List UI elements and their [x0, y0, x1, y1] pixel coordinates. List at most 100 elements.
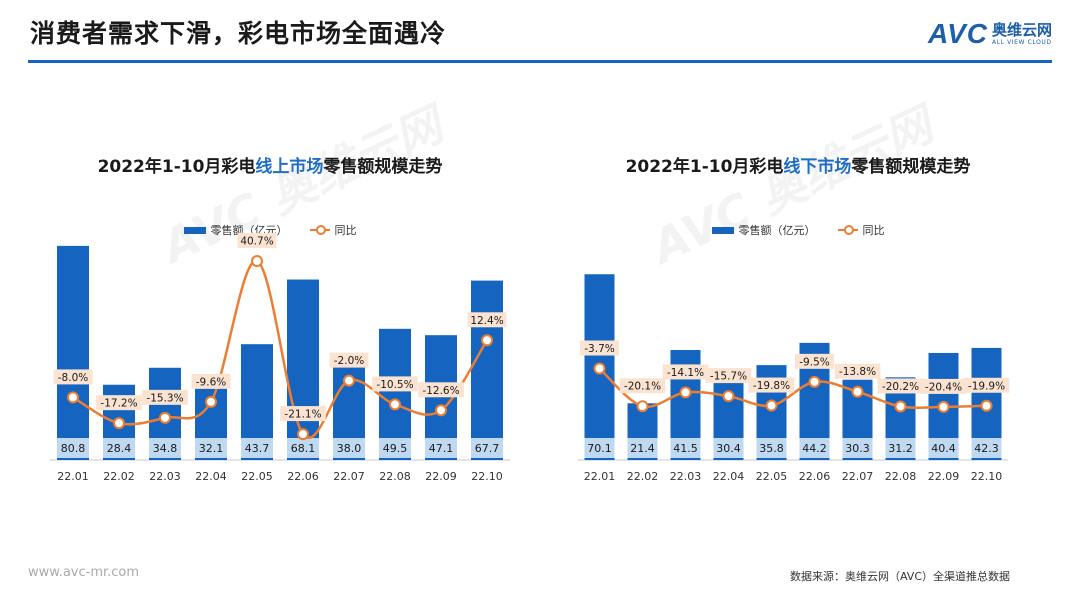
offline-yoy-label-bg — [662, 364, 709, 380]
offline-bar-value: 21.4 — [630, 442, 655, 455]
online-category-label: 22.01 — [57, 470, 89, 483]
offline-yoy-label: -3.7% — [584, 343, 614, 355]
offline-legend: 零售额（亿元） 同比 — [548, 222, 1048, 238]
offline-category-label: 22.05 — [756, 470, 788, 483]
legend-line-swatch — [309, 225, 330, 235]
header-divider — [28, 60, 1052, 63]
legend-line-swatch — [837, 225, 858, 235]
online-yoy-label-bg — [142, 389, 188, 405]
online-bar-value: 49.5 — [383, 442, 408, 455]
legend-bar-swatch — [711, 226, 734, 234]
legend-item-line: 同比 — [837, 222, 885, 238]
legend-line-label: 同比 — [862, 224, 885, 237]
offline-bar-label-bg — [842, 438, 873, 458]
offline-category-label: 22.08 — [885, 470, 917, 483]
online-bar-label-bg — [471, 438, 503, 458]
offline-yoy-label: -13.8% — [839, 366, 876, 378]
offline-yoy-point — [722, 390, 735, 403]
offline-yoy-label-bg — [705, 368, 752, 384]
brand-cn-name: 奥维云网 — [991, 21, 1052, 40]
online-yoy-label-bg — [418, 382, 464, 398]
online-title-prefix: 2022年1-10月彩电 — [97, 157, 256, 177]
offline-category-label: 22.06 — [799, 470, 831, 483]
offline-bar-value: 42.3 — [974, 442, 999, 455]
legend-item-line: 同比 — [309, 222, 357, 238]
offline-yoy-label: -20.1% — [624, 381, 661, 393]
offline-bar-value: 30.4 — [716, 442, 741, 455]
offline-bar-value: 30.3 — [845, 442, 870, 455]
online-bar-value: 80.8 — [61, 442, 86, 455]
online-yoy-point — [343, 374, 355, 387]
offline-yoy-point — [765, 399, 778, 412]
online-title-suffix: 零售额规模走势 — [323, 157, 443, 177]
online-yoy-point — [159, 411, 171, 424]
online-yoy-label-bg — [467, 312, 507, 328]
online-yoy-label-bg — [237, 233, 277, 249]
offline-yoy-point — [980, 399, 993, 412]
online-bar-label-bg — [195, 438, 227, 458]
online-bar-label-bg — [149, 438, 181, 458]
brand-en-name: ALL VIEW CLOUD — [991, 38, 1052, 46]
online-bar-value: 32.1 — [199, 442, 224, 455]
online-yoy-point — [435, 404, 447, 417]
online-yoy-point — [205, 395, 217, 408]
offline-yoy-point — [636, 400, 649, 413]
offline-yoy-label: -20.4% — [925, 381, 962, 393]
offline-yoy-label-bg — [748, 377, 795, 393]
offline-bar-label-bg — [885, 438, 916, 458]
offline-chart-svg: 70.1 22.01 21.4 22.02 41.5 22.03 30.4 22.04 35.8… — [578, 274, 1010, 483]
offline-bar-label-bg — [928, 438, 959, 458]
offline-bar-value: 41.5 — [673, 442, 698, 455]
offline-bar-label-bg — [756, 438, 787, 458]
online-yoy-label-bg — [53, 369, 93, 385]
online-bar-value: 34.8 — [153, 442, 178, 455]
online-yoy-label-bg — [96, 395, 142, 411]
online-bar-label-bg — [241, 438, 273, 458]
offline-yoy-label-bg — [920, 378, 967, 394]
legend-bar-label: 零售额（亿元） — [738, 224, 816, 237]
offline-yoy-label-bg — [619, 378, 666, 394]
online-yoy-point — [297, 428, 309, 441]
offline-yoy-label-bg — [963, 377, 1010, 393]
legend-bar-swatch — [183, 226, 206, 234]
online-yoy-label: -15.3% — [146, 392, 183, 404]
online-bar-value: 68.1 — [291, 442, 316, 455]
offline-bar-value: 44.2 — [802, 442, 827, 455]
offline-chart-title: 2022年1-10月彩电线下市场零售额规模走势 — [548, 152, 1048, 177]
offline-yoy-label-bg — [580, 340, 619, 356]
online-bar-value: 67.7 — [475, 442, 500, 455]
online-bar — [57, 245, 89, 460]
offline-yoy-point — [808, 375, 821, 388]
online-bar-label-bg — [425, 438, 457, 458]
online-category-label: 22.04 — [195, 470, 227, 483]
online-category-label: 22.08 — [379, 470, 411, 483]
offline-category-label: 22.03 — [670, 470, 702, 483]
online-category-label: 22.09 — [425, 470, 457, 483]
offline-bar-label-bg — [670, 438, 701, 458]
offline-title-highlight: 线下市场 — [783, 157, 852, 177]
online-bar-label-bg — [287, 438, 319, 458]
online-yoy-point — [113, 417, 125, 430]
offline-yoy-label: -15.7% — [710, 371, 747, 383]
online-category-label: 22.07 — [333, 470, 365, 483]
offline-bar-label-bg — [627, 438, 658, 458]
page-title: 消费者需求下滑，彩电市场全面遇冷 — [30, 19, 447, 48]
footer-url[interactable]: www.avc-mr.com — [28, 565, 140, 580]
offline-bar-label-bg — [799, 438, 830, 458]
legend-line-label: 同比 — [334, 224, 357, 237]
online-yoy-label: -12.6% — [422, 385, 459, 397]
online-category-label: 22.05 — [241, 470, 273, 483]
online-yoy-label: -17.2% — [100, 398, 137, 410]
online-bar-value: 47.1 — [429, 442, 454, 455]
offline-yoy-label: -14.1% — [667, 367, 704, 379]
offline-bar-value: 40.4 — [931, 442, 956, 455]
offline-yoy-point — [937, 400, 950, 413]
offline-category-label: 22.01 — [584, 470, 616, 483]
online-bar-value: 38.0 — [337, 442, 362, 455]
offline-bar-label-bg — [713, 438, 744, 458]
online-bar-label-bg — [333, 438, 365, 458]
online-yoy-label: -21.1% — [284, 409, 321, 421]
offline-yoy-point — [679, 386, 692, 399]
online-chart: 2022年1-10月彩电线上市场零售额规模走势 零售额（亿元） 同比 80.8 2… — [20, 140, 520, 500]
online-category-label: 22.03 — [149, 470, 181, 483]
